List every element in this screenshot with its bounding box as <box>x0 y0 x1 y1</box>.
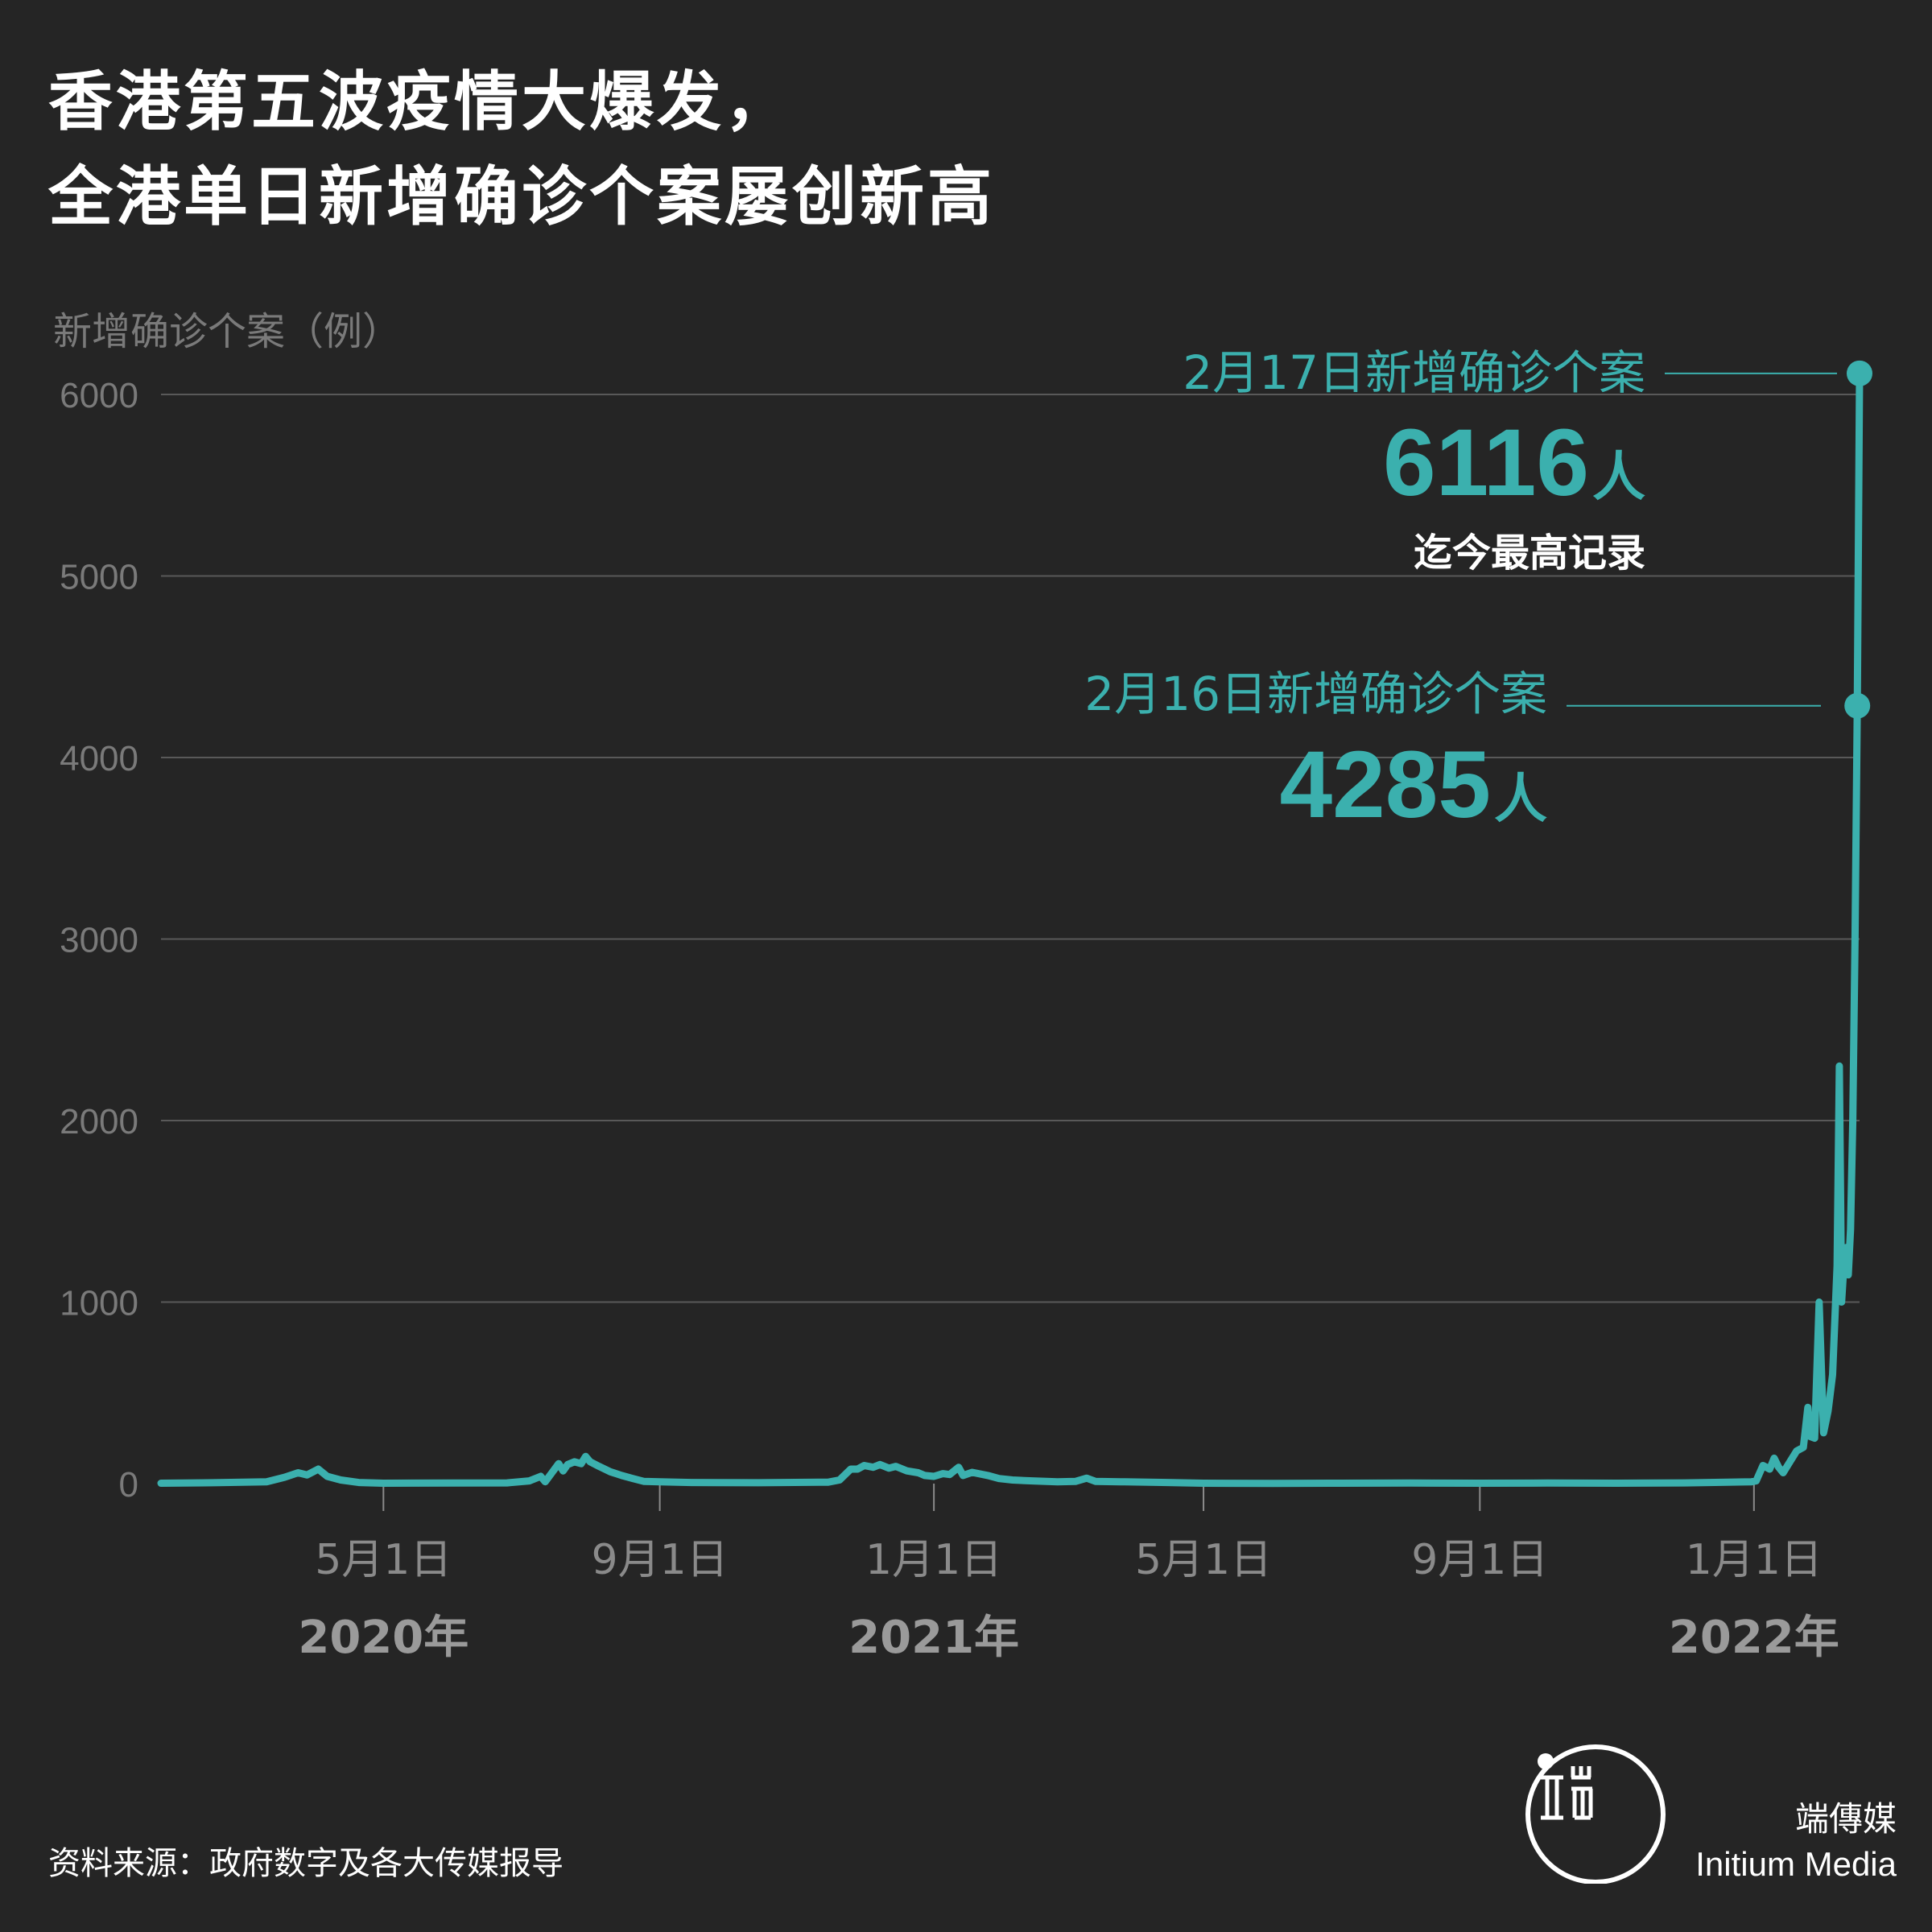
x-tick-label: 9月1日 <box>1411 1536 1548 1584</box>
annotation-value-unit: 人 <box>1494 768 1547 830</box>
y-axis-label: 新增确诊个案（例） <box>53 309 401 354</box>
annotation-marker <box>1844 692 1871 719</box>
y-tick-label: 5000 <box>60 558 138 597</box>
year-label: 2022年 <box>1669 1612 1839 1664</box>
annotation-value-unit: 人 <box>1592 446 1645 508</box>
x-tick-label: 5月1日 <box>315 1536 452 1584</box>
x-tick-label: 9月1日 <box>592 1536 729 1584</box>
y-tick-label: 4000 <box>60 739 138 778</box>
x-tick-label: 1月1日 <box>1686 1536 1823 1584</box>
annotation-marker <box>1847 360 1872 386</box>
annotation-value: 6116人 <box>1383 410 1645 516</box>
source-note: 资料来源：政府数字及各大传媒报导 <box>48 1845 564 1882</box>
gridlines <box>161 394 1860 1303</box>
annotation-value: 4285人 <box>1279 732 1547 838</box>
series-line <box>157 369 1864 1488</box>
year-label: 2020年 <box>298 1612 469 1664</box>
annotation-label: 2月17日新增确诊个案 <box>1183 345 1645 400</box>
brand-name-cn: 端傳媒 <box>1794 1799 1897 1839</box>
initium-logo-icon <box>1525 1744 1666 1884</box>
x-axis-ticks: 5月1日 9月1日 1月1日 5月1日 9月1日 1月1日 2020年 2021年 2022年 <box>298 1484 1839 1664</box>
annotation-value-number: 6116 <box>1383 410 1589 516</box>
y-tick-label: 2000 <box>60 1102 138 1141</box>
annotation-value-number: 4285 <box>1279 732 1491 838</box>
x-tick-label: 5月1日 <box>1135 1536 1272 1584</box>
y-axis-ticks: 0 1000 2000 3000 4000 5000 6000 <box>60 376 138 1505</box>
chart-title-line-2: 全港单日新增确诊个案屡创新高 <box>48 159 995 234</box>
y-tick-label: 3000 <box>60 921 138 960</box>
annotation-note: 迄今最高记录 <box>1414 530 1645 576</box>
brand-name-en: Initium Media <box>1695 1845 1897 1883</box>
y-tick-label: 0 <box>119 1465 138 1505</box>
year-label: 2021年 <box>848 1612 1019 1664</box>
annotation-label: 2月16日新增确诊个案 <box>1084 667 1547 721</box>
x-tick-label: 1月1日 <box>865 1536 1002 1584</box>
y-tick-label: 1000 <box>60 1284 138 1323</box>
y-tick-label: 6000 <box>60 376 138 415</box>
chart-title-line-1: 香港第五波疫情大爆发， <box>48 64 792 139</box>
